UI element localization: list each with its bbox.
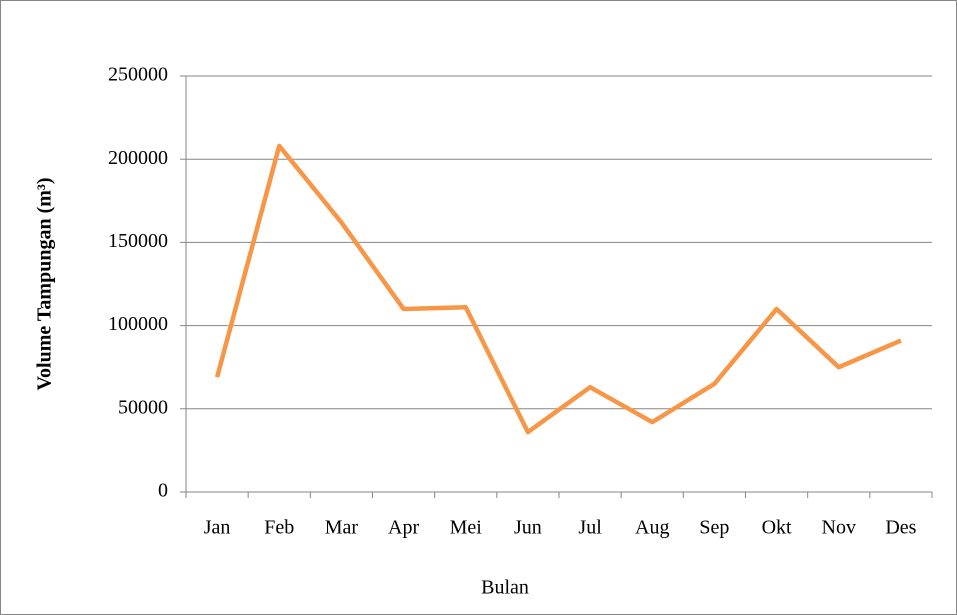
x-tick-label: Jun bbox=[514, 517, 542, 539]
x-tick-label: Mei bbox=[450, 517, 483, 539]
x-tick-label: Feb bbox=[264, 517, 294, 539]
x-tick-label: Jan bbox=[204, 517, 231, 539]
x-tick-label: Nov bbox=[822, 517, 856, 539]
x-axis-label: Bulan bbox=[481, 577, 529, 599]
x-tick-label: Apr bbox=[388, 517, 419, 539]
y-axis-label: Volume Tampungan (m³) bbox=[34, 177, 56, 390]
x-tick-label: Des bbox=[885, 517, 916, 539]
x-tick-label: Okt bbox=[762, 517, 792, 539]
y-tick-label: 200000 bbox=[108, 147, 168, 169]
x-tick-label: Mar bbox=[325, 517, 359, 539]
y-tick-label: 50000 bbox=[118, 396, 168, 418]
y-tick-label: 250000 bbox=[108, 64, 168, 86]
data-line bbox=[214, 143, 902, 435]
x-tick-label: Sep bbox=[699, 517, 729, 539]
x-tick-label: Jul bbox=[578, 517, 602, 539]
y-tick-label: 150000 bbox=[108, 230, 168, 252]
y-tick-label: 100000 bbox=[108, 313, 168, 335]
x-tick-label: Aug bbox=[635, 517, 669, 539]
y-tick-label: 0 bbox=[158, 480, 168, 502]
